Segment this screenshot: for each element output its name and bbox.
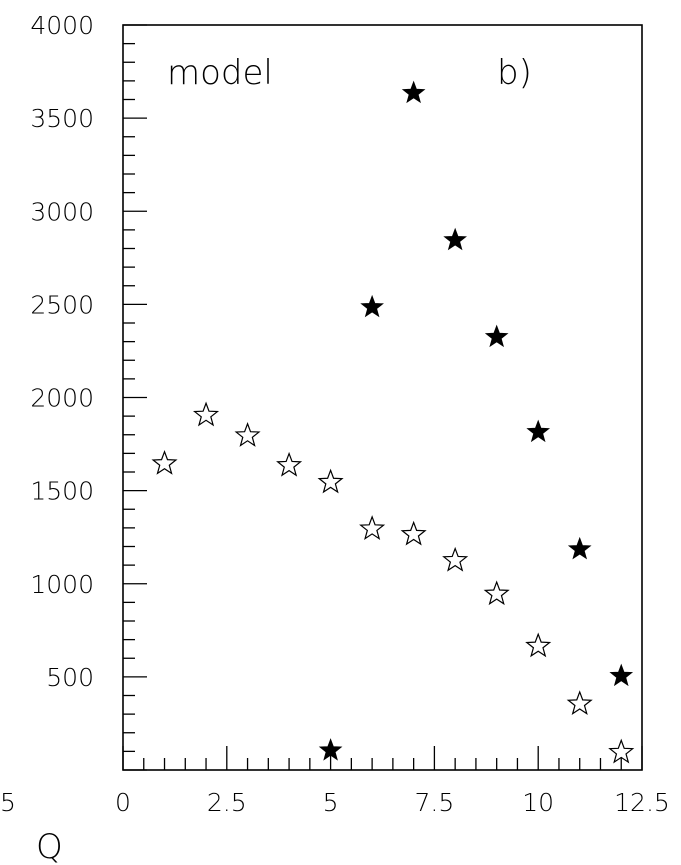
x-tick-label: 2.5 (207, 788, 247, 817)
plot-frame (122, 24, 643, 771)
filled-star-point (484, 324, 509, 348)
data-markers (151, 80, 635, 764)
filled-star-point (318, 738, 343, 761)
filled-star-point (360, 294, 384, 318)
y-tick-label: 2500 (30, 290, 94, 319)
filled-star-point (567, 536, 592, 560)
open-star-point (151, 449, 178, 475)
tick-labels: 0 2.5 5 7.5 10 12.5 500 1000 1500 2000 2500 3000 350… (30, 11, 669, 817)
y-tick-label: 1000 (30, 570, 94, 599)
open-star-point (442, 546, 469, 572)
open-star-point (359, 515, 386, 540)
open-star-point (192, 401, 220, 427)
open-star-point (483, 580, 510, 606)
y-tick-label: 3000 (30, 197, 94, 226)
open-star-point (608, 738, 635, 764)
y-tick-label: 4000 (30, 11, 94, 40)
annotation-panel-b: b) (497, 53, 532, 93)
x-tick-label: 5 (323, 788, 339, 817)
filled-star-point (526, 419, 551, 443)
axis-ticks (122, 24, 643, 771)
open-star-point (400, 520, 427, 546)
x-tick-label: 0 (115, 788, 131, 817)
filled-star-point (609, 663, 634, 687)
open-star-point (525, 632, 552, 658)
filled-star-point (443, 227, 467, 251)
open-star-point (317, 468, 344, 494)
open-star-point (566, 690, 593, 716)
x-tick-label: 7.5 (415, 788, 455, 817)
y-tick-label: 500 (46, 663, 94, 692)
y-tick-label: 2000 (30, 384, 94, 413)
filled-star-point (401, 80, 426, 104)
x-tick-label: 12.5 (614, 788, 670, 817)
open-star-point (234, 422, 261, 447)
x-cut-tick-label: 5 (0, 788, 16, 817)
y-tick-label: 3500 (30, 104, 94, 133)
x-tick-label: 10 (522, 788, 554, 817)
x-axis-label: Q (36, 827, 63, 865)
open-star-point (276, 451, 303, 477)
y-tick-label: 1500 (30, 477, 94, 506)
annotation-model: model (167, 53, 273, 93)
